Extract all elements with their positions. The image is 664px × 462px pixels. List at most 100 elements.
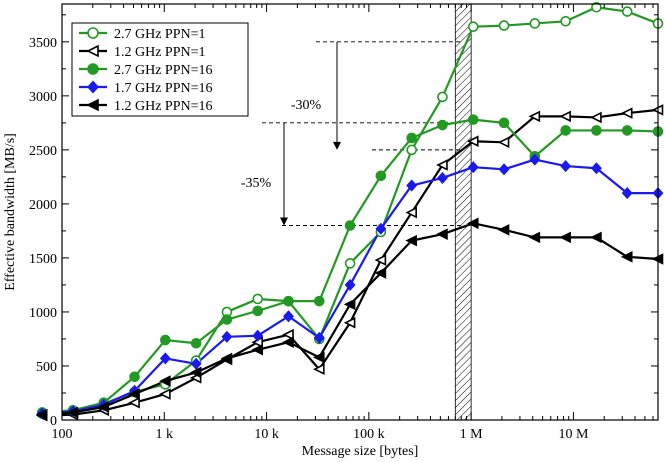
series-0-point-16 (529, 18, 541, 29)
series-4-point-6 (220, 352, 233, 365)
legend-marker-2 (87, 63, 99, 75)
series-1-point-15 (497, 136, 510, 149)
x-axis-title: Message size [bytes] (302, 444, 419, 459)
series-0-point-12 (406, 144, 417, 156)
series-3-point-6 (221, 330, 233, 343)
series-1-point-3 (128, 396, 140, 409)
x-tick-label-4: 1 M (460, 427, 484, 442)
series-1-point-4 (159, 388, 171, 400)
series-2-point-10 (344, 220, 356, 231)
annotation-label-1: -35% (241, 176, 272, 191)
series-1-point-10 (343, 316, 356, 329)
series-1-point-8 (282, 328, 294, 341)
series-4-point-4 (159, 375, 171, 387)
legend-label-3: 1.7 GHz PPN=16 (114, 81, 213, 96)
series-3-point-14 (467, 161, 479, 174)
series-3-point-10 (344, 278, 356, 291)
series-3-point-16 (529, 153, 541, 166)
series-2-point-3 (129, 371, 140, 383)
series-0-point-15 (498, 20, 510, 31)
legend-marker-4 (86, 98, 99, 112)
series-3-point-11 (375, 222, 387, 235)
series-4-point-13 (436, 228, 448, 240)
x-tick-label-1: 1 k (156, 427, 174, 442)
series-2-point-9 (313, 295, 325, 307)
series-2-point-15 (498, 117, 510, 129)
series-1-point-13 (436, 159, 448, 171)
series-2-point-14 (467, 114, 479, 125)
series-2-point-18 (591, 125, 602, 136)
series-0-point-17 (560, 15, 571, 27)
series-0-point-14 (467, 21, 479, 32)
series-4-point-7 (251, 343, 264, 356)
y-tick-label-3: 1500 (29, 252, 57, 267)
series-3-point-17 (560, 160, 572, 173)
x-tick-label-3: 100 k (353, 427, 385, 442)
series-1-point-18 (590, 111, 602, 124)
legend-marker-0 (87, 27, 99, 39)
x-tick-label-2: 10 k (254, 427, 279, 442)
series-4-point-15 (497, 224, 510, 236)
series-4-point-10 (343, 298, 356, 311)
series-4-point-19 (620, 251, 633, 263)
series-4-point-12 (405, 234, 417, 247)
series-1-point-17 (559, 110, 571, 123)
series-2-point-5 (190, 337, 202, 349)
y-tick-label-7: 3500 (29, 36, 57, 51)
series-3-point-7 (252, 329, 264, 342)
series-1-point-19 (620, 107, 633, 119)
annotation-label-0: -30% (291, 98, 322, 113)
series-3-point-4 (159, 352, 171, 365)
series-2-point-17 (560, 125, 571, 136)
series-1-point-16 (528, 110, 541, 123)
legend-label-0: 2.7 GHz PPN=1 (114, 27, 206, 42)
series-0-point-19 (621, 6, 633, 17)
series-4-point-1 (66, 406, 79, 419)
legend-label-4: 1.2 GHz PPN=16 (114, 99, 213, 114)
legend-marker-3 (87, 80, 99, 94)
series-4-point-5 (189, 366, 202, 379)
y-tick-label-2: 1000 (29, 306, 57, 321)
series-1-point-9 (313, 363, 325, 376)
series-3-point-19 (621, 187, 633, 200)
series-1-point-11 (374, 254, 387, 266)
series-4-point-18 (590, 231, 602, 244)
legend-label-1: 1.2 GHz PPN=1 (114, 45, 206, 60)
series-3-point-12 (406, 179, 418, 192)
series-4-point-8 (282, 336, 294, 348)
series-2-point-4 (160, 334, 171, 346)
series-1-point-14 (466, 135, 479, 148)
series-4-point-11 (374, 267, 387, 279)
series-0-point-18 (591, 1, 602, 13)
series-3-point-5 (190, 357, 202, 370)
series-2-point-7 (252, 305, 264, 317)
y-tick-label-0: 0 (50, 414, 57, 429)
series-4-point-9 (313, 351, 325, 364)
annotation-arrow-head-1 (280, 217, 288, 226)
y-tick-label-6: 3000 (29, 90, 57, 105)
series-4-point-14 (466, 217, 479, 230)
series-2-point-19 (621, 125, 633, 136)
series-4-point-0 (35, 408, 48, 421)
series-2-point-8 (283, 295, 294, 307)
x-tick-label-5: 10 M (558, 427, 589, 442)
legend-marker-1 (86, 44, 99, 58)
series-2-point-6 (221, 314, 233, 325)
series-3-point-9 (313, 331, 325, 344)
series-3-point-8 (283, 310, 294, 323)
series-4-point-2 (97, 401, 110, 413)
y-tick-label-1: 500 (36, 360, 57, 375)
x-tick-label-0: 100 (52, 427, 73, 442)
series-4-point-3 (128, 388, 140, 400)
series-0-point-7 (252, 293, 264, 305)
y-tick-label-4: 2000 (29, 198, 57, 213)
annotation-arrow-head-0 (333, 141, 341, 150)
series-2-point-12 (406, 132, 417, 144)
series-4-point-17 (559, 231, 571, 244)
y-tick-label-5: 2500 (29, 144, 57, 159)
series-3-point-15 (498, 163, 510, 176)
series-1-point-12 (405, 206, 417, 219)
y-axis-title: Effective bandwidth [MB/s] (3, 133, 18, 291)
series-4-point-16 (528, 231, 541, 244)
